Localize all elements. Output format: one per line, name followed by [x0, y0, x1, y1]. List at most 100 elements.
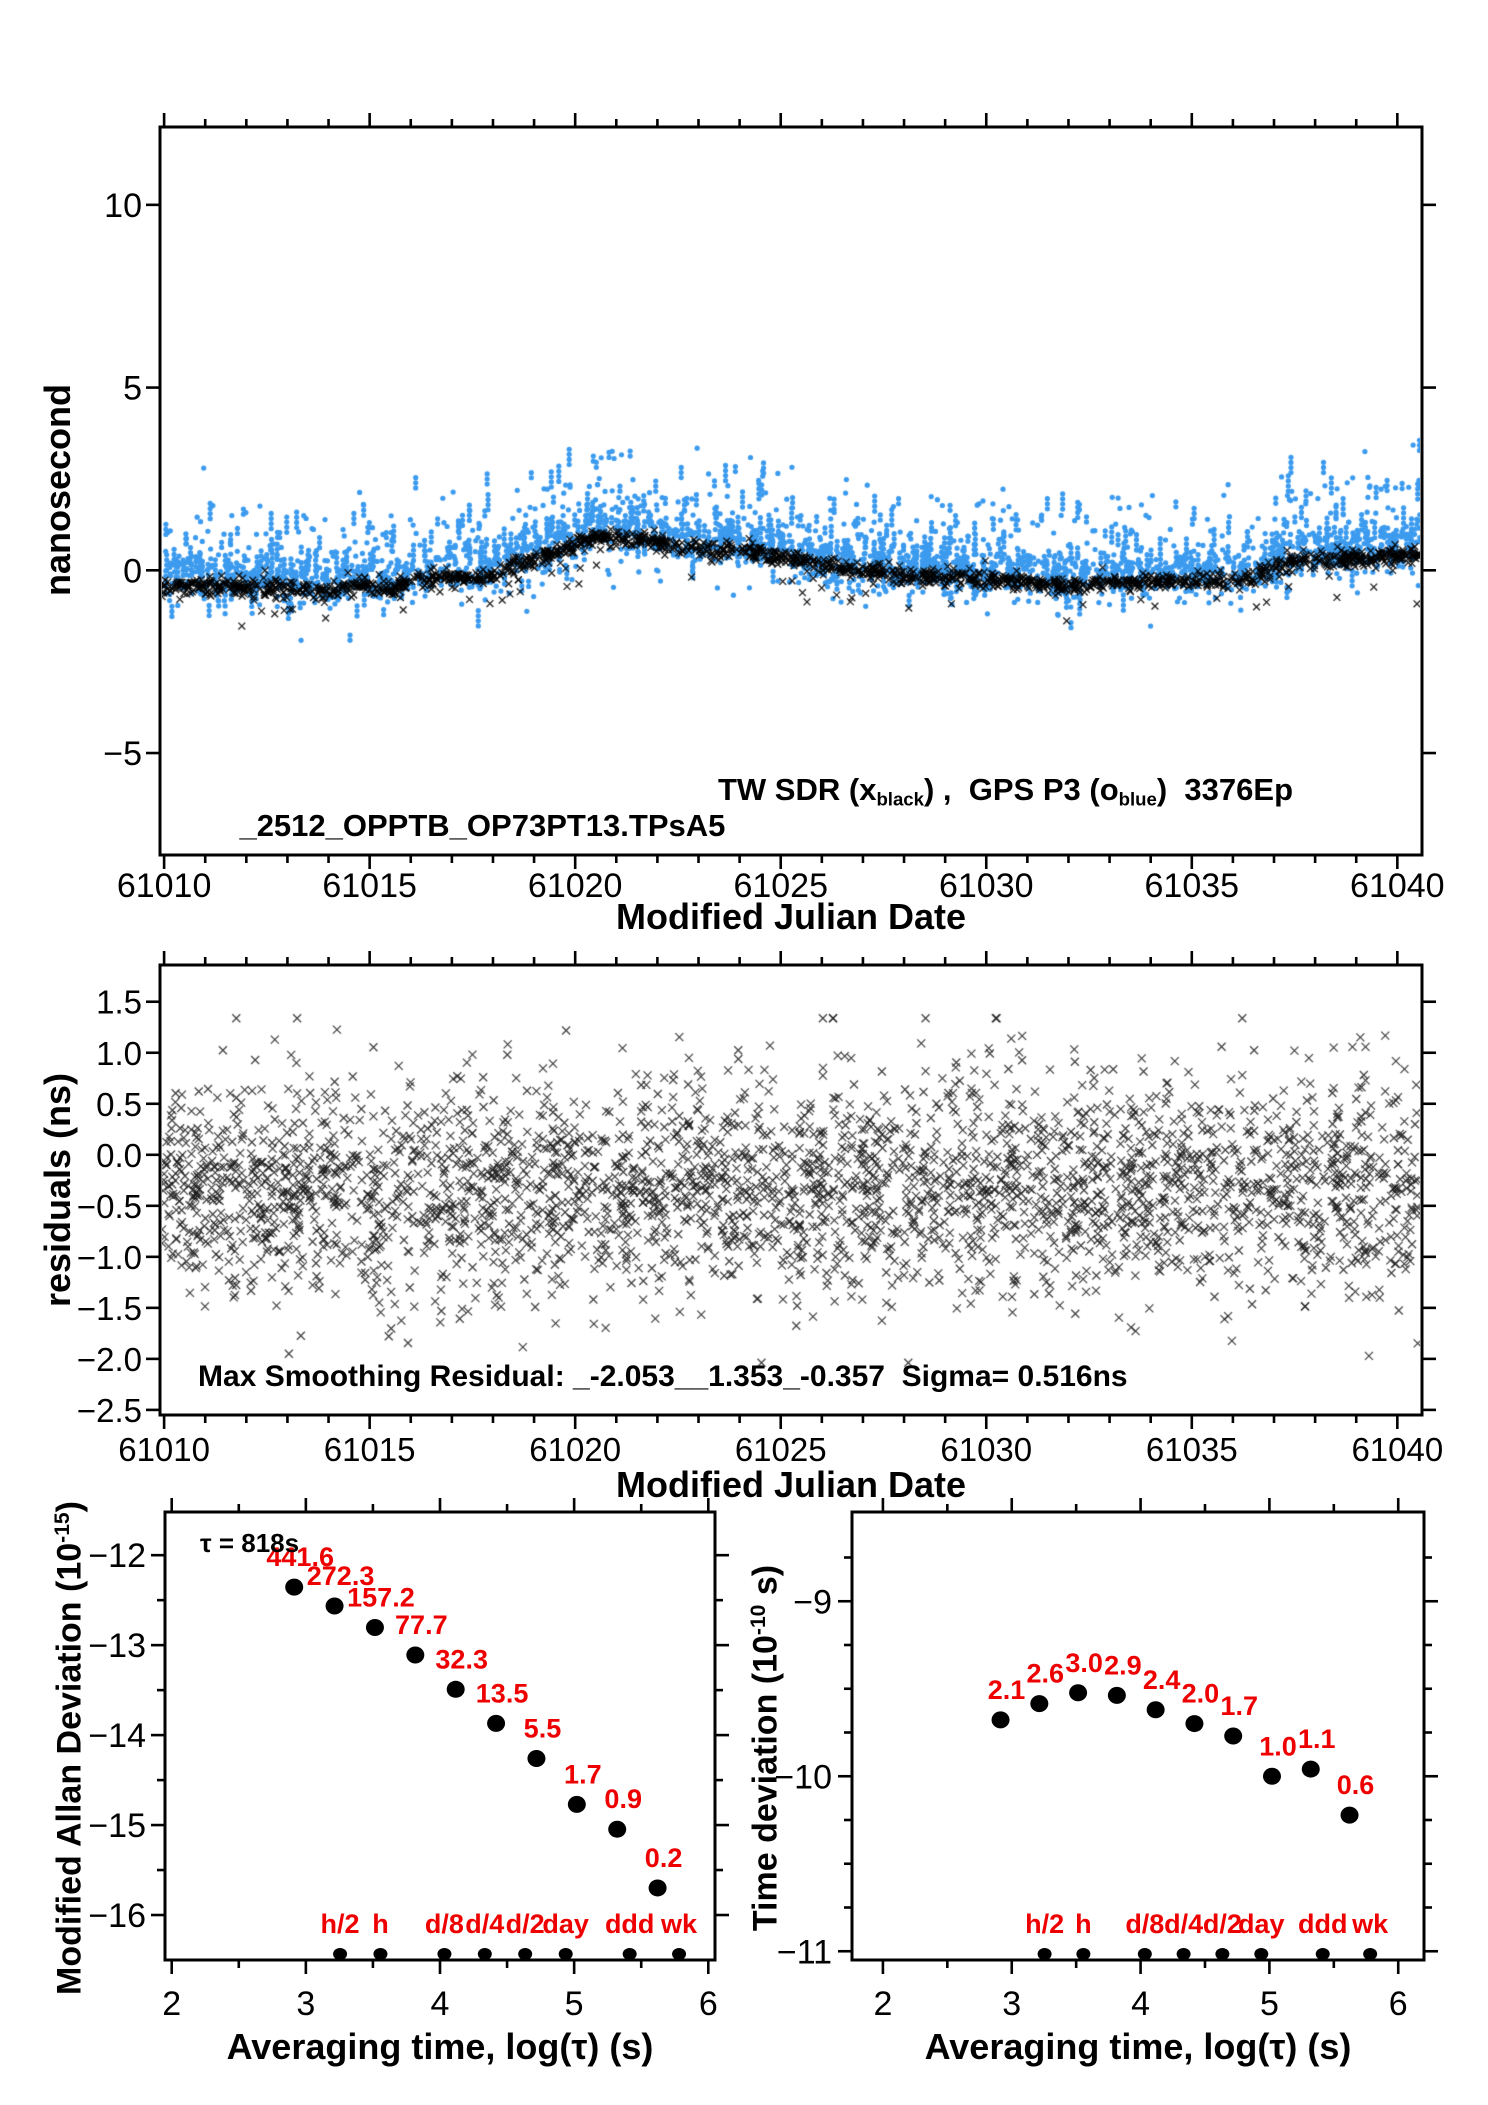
x-tick-label: 3 [296, 1985, 315, 2023]
time-marker-label: wk [660, 1909, 698, 1939]
y-tick-label: −1.5 [77, 1290, 142, 1327]
data-point [1146, 1701, 1165, 1719]
time-marker-dot [1215, 1948, 1230, 1960]
x-tick-label: 61040 [1350, 867, 1445, 905]
data-point [1224, 1727, 1243, 1745]
tdev-y-axis-title: Time deviation (10-10 s) [746, 1564, 785, 1932]
y-tick-label: 0.5 [96, 1086, 142, 1123]
plot-frame [163, 1510, 717, 1962]
time-marker-dot [558, 1948, 573, 1960]
x-tick-label: 61035 [1145, 867, 1240, 905]
data-point-value-label: 3.0 [1065, 1648, 1103, 1678]
data-point-value-label: 1.1 [1298, 1724, 1336, 1754]
time-marker-dot [1363, 1948, 1378, 1960]
x-tick-label: 2 [873, 1985, 892, 2023]
time-marker-dot [333, 1948, 348, 1960]
y-tick-label: −2.0 [77, 1341, 142, 1378]
time-marker-label: wk [1351, 1909, 1389, 1939]
time-marker-dot [1137, 1948, 1152, 1960]
residuals-annotation: Max Smoothing Residual: _-2.053__1.353_-… [198, 1360, 1128, 1393]
data-point [991, 1711, 1010, 1729]
time-marker-label: d/2 [1203, 1909, 1242, 1939]
top-panel-y-axis-title: nanosecond [37, 383, 78, 597]
x-tick-label: 61015 [322, 867, 417, 905]
residuals-y-axis-title: residuals (ns) [37, 1072, 78, 1308]
x-tick-label: 4 [1131, 1985, 1150, 2023]
y-tick-label: −15 [88, 1807, 146, 1845]
time-marker-dot [672, 1948, 687, 1960]
data-point-value-label: 1.0 [1259, 1731, 1297, 1761]
y-tick-label: −14 [88, 1717, 146, 1755]
top-panel-title: _2512_OPPTB_OP73PT13.TPsA5 [205, 772, 725, 880]
tw-gps-scatter-canvas [162, 129, 1420, 853]
data-point [1340, 1806, 1359, 1824]
x-tick-label: 61035 [1146, 1431, 1238, 1468]
time-marker-dot [373, 1948, 388, 1960]
x-tick-label: 3 [1002, 1985, 1021, 2023]
data-point [567, 1795, 586, 1813]
data-point [365, 1619, 384, 1637]
residuals-scatter-canvas [162, 967, 1420, 1413]
data-point-value-label: 13.5 [476, 1678, 529, 1708]
y-tick-label: −9 [793, 1583, 832, 1621]
time-marker-label: d/2 [506, 1909, 545, 1939]
residuals-x-axis-title: Modified Julian Date [615, 1464, 967, 1505]
time-marker-dot [1037, 1948, 1052, 1960]
time-marker-label: d/8 [1125, 1909, 1164, 1939]
plot-frame [850, 1510, 1426, 1962]
data-point-value-label: 1.7 [1220, 1691, 1258, 1721]
y-tick-label: −2.5 [77, 1392, 142, 1429]
data-point-value-label: 2.6 [1027, 1659, 1065, 1689]
x-tick-label: 6 [699, 1985, 718, 2023]
data-point [1301, 1760, 1320, 1778]
data-point-value-label: 2.1 [988, 1675, 1026, 1705]
data-point-value-label: 2.9 [1104, 1650, 1142, 1680]
data-point-value-label: 272.3 [307, 1561, 375, 1591]
data-point-value-label: 5.5 [524, 1713, 562, 1743]
x-tick-label: 61025 [733, 867, 828, 905]
data-point-value-label: 441.6 [266, 1542, 334, 1572]
time-marker-dot [1076, 1948, 1091, 1960]
tdev-x-axis-title: Averaging time, log(τ) (s) [924, 2026, 1352, 2067]
data-point-value-label: 77.7 [395, 1610, 448, 1640]
data-point [1030, 1695, 1049, 1713]
data-point [1185, 1715, 1204, 1733]
time-marker-label: h/2 [1025, 1909, 1064, 1939]
x-tick-label: 61030 [940, 1431, 1032, 1468]
y-tick-label: −10 [774, 1758, 832, 1796]
x-tick-label: 61040 [1351, 1431, 1443, 1468]
time-marker-label: h [372, 1909, 389, 1939]
y-tick-label: 5 [123, 370, 142, 408]
top-panel-x-axis-title: Modified Julian Date [615, 896, 967, 937]
time-marker-label: ddd [1298, 1909, 1347, 1939]
x-tick-label: 61015 [324, 1431, 416, 1468]
tau-note: τ = 818s [200, 1528, 300, 1558]
time-marker-label: day [1238, 1909, 1285, 1939]
x-tick-label: 6 [1389, 1985, 1408, 2023]
data-point [446, 1680, 465, 1698]
data-point-value-label: 2.4 [1143, 1665, 1181, 1695]
time-marker-dot [437, 1948, 452, 1960]
x-tick-label: 61010 [118, 1431, 210, 1468]
y-tick-label: 0 [123, 552, 142, 590]
time-marker-dot [1176, 1948, 1191, 1960]
mdev-x-axis-title: Averaging time, log(τ) (s) [226, 2026, 654, 2067]
data-point-value-label: 0.6 [1337, 1770, 1375, 1800]
dataset-file-label: _2512_OPPTB_OP73PT13.TPsA5 [239, 808, 726, 843]
x-tick-label: 61025 [735, 1431, 827, 1468]
time-marker-dot [1254, 1948, 1269, 1960]
y-tick-label: −5 [103, 735, 142, 773]
mdev-y-axis-title: Modified Allan Deviation (10-15) [50, 1501, 89, 1995]
data-point-value-label: 0.9 [604, 1784, 642, 1814]
data-point-value-label: 0.2 [645, 1843, 683, 1873]
legend-black-subscript: black [876, 788, 924, 810]
data-point-value-label: 1.7 [564, 1759, 602, 1789]
y-tick-label: −12 [88, 1537, 146, 1575]
time-marker-label: day [542, 1909, 589, 1939]
plot-frame [158, 125, 1424, 857]
y-tick-label: −13 [88, 1627, 146, 1665]
legend-blue-subscript: blue [1118, 788, 1157, 810]
x-tick-label: 5 [565, 1985, 584, 2023]
data-point [608, 1820, 627, 1838]
